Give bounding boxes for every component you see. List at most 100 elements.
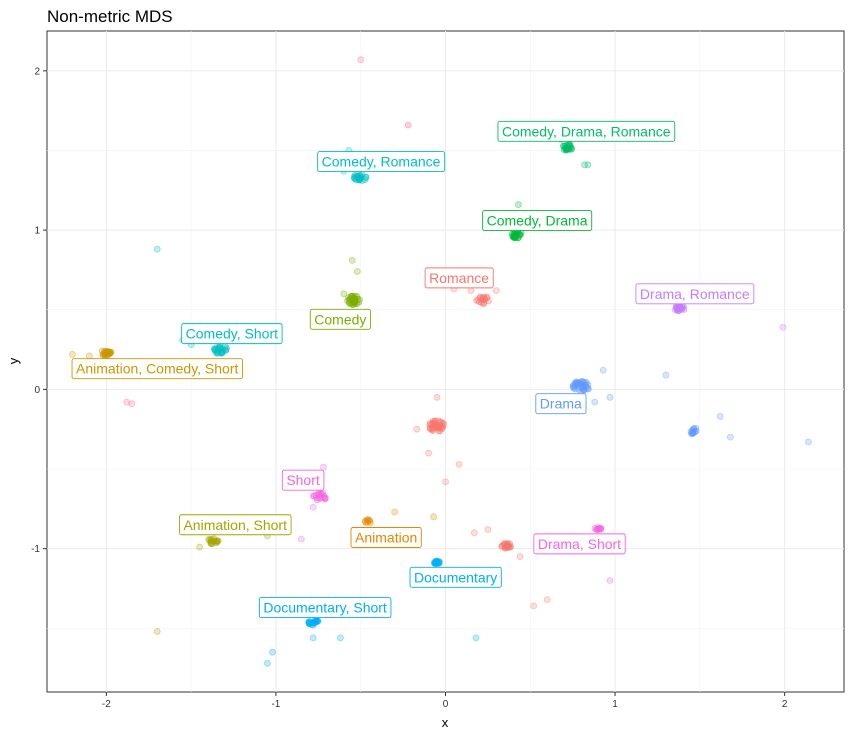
cluster-label: Comedy, Romance <box>317 151 446 173</box>
data-point <box>434 560 442 567</box>
data-point <box>662 371 670 379</box>
data-point <box>516 553 524 561</box>
data-point <box>559 142 567 150</box>
data-point <box>345 299 353 307</box>
data-point <box>297 535 305 543</box>
cluster-label: Animation, Short <box>179 514 292 536</box>
data-point <box>213 537 221 545</box>
cluster-label-box <box>350 527 422 548</box>
data-point <box>431 417 439 425</box>
data-point <box>467 287 475 295</box>
cluster-label-box <box>258 597 392 619</box>
data-point <box>577 381 585 389</box>
data-point <box>688 427 696 434</box>
x-tick-label: 2 <box>782 699 788 710</box>
cluster-label-text: Documentary, Short <box>263 600 387 616</box>
cluster-label-box <box>533 533 626 555</box>
cluster-label: Documentary <box>409 566 502 588</box>
cluster-label-text: Animation <box>355 530 417 546</box>
data-point <box>606 393 614 401</box>
x-tick-label: -2 <box>102 699 111 710</box>
data-point <box>478 299 486 307</box>
data-point <box>153 628 161 635</box>
data-point <box>105 348 112 356</box>
data-point <box>404 121 412 129</box>
cluster-label-text: Romance <box>429 270 489 286</box>
data-point <box>123 398 131 406</box>
cluster-label-text: Short <box>286 472 320 488</box>
data-point <box>85 352 93 360</box>
cluster-label-box <box>309 308 371 330</box>
x-tick-label: 1 <box>612 699 618 710</box>
cluster-label-text: Documentary <box>414 569 497 585</box>
data-point <box>511 233 519 241</box>
data-point <box>593 526 601 534</box>
data-point <box>321 495 329 502</box>
data-point <box>430 513 438 521</box>
data-point <box>433 423 441 431</box>
data-point <box>480 293 488 301</box>
data-point <box>442 478 449 486</box>
cluster-label-box <box>281 469 325 491</box>
cluster-label-box <box>497 120 676 142</box>
data-point <box>269 648 276 656</box>
data-point <box>353 268 361 275</box>
y-tick-label: -1 <box>31 544 40 555</box>
data-point <box>571 385 579 393</box>
data-point <box>543 596 551 604</box>
data-point <box>455 460 463 468</box>
cluster-label-text: Animation, Comedy, Short <box>76 361 238 377</box>
y-axis-ticks: -1 0 1 2 <box>31 66 47 555</box>
x-tick-label: 0 <box>443 699 449 710</box>
cluster-label: Animation, Comedy, Short <box>71 358 243 380</box>
data-point <box>501 543 509 551</box>
data-point <box>779 323 787 331</box>
cluster-label-box <box>179 514 292 536</box>
data-point <box>582 378 590 386</box>
data-point <box>340 290 348 298</box>
data-point <box>413 425 421 433</box>
y-tick-label: 1 <box>34 226 40 237</box>
y-tick-label: 2 <box>34 66 40 77</box>
data-point <box>433 393 441 401</box>
x-tick-label: -1 <box>271 699 280 710</box>
data-point <box>804 438 812 446</box>
data-point <box>128 400 136 408</box>
data-point <box>309 492 317 500</box>
cluster-label-text: Comedy <box>314 311 366 327</box>
cluster-label-text: Drama, Romance <box>640 286 750 302</box>
cluster-label-box <box>409 566 502 588</box>
cluster-label-box <box>317 151 446 173</box>
data-points <box>69 56 812 667</box>
cluster-label-text: Comedy, Romance <box>322 154 441 170</box>
cluster-label: Animation <box>350 527 422 548</box>
data-point <box>309 621 317 629</box>
data-point <box>345 296 353 304</box>
y-tick-label: 0 <box>34 385 40 396</box>
data-point <box>366 517 373 525</box>
cluster-label-box <box>424 267 494 289</box>
cluster-label-box <box>535 393 587 415</box>
cluster-label: Comedy, Drama <box>482 210 593 231</box>
cluster-label-box <box>181 323 283 345</box>
cluster-labels: Comedy, Drama, Romance Comedy, Romance Com… <box>71 120 755 619</box>
data-point <box>264 659 271 667</box>
data-point <box>69 350 76 358</box>
cluster-label-text: Comedy, Drama <box>487 213 588 229</box>
data-point <box>362 519 370 526</box>
data-point <box>351 295 358 303</box>
data-point <box>153 245 161 253</box>
data-point <box>679 304 687 311</box>
cluster-label-box <box>635 283 755 305</box>
data-point <box>565 145 573 153</box>
data-point <box>319 489 326 497</box>
data-point <box>492 287 500 295</box>
cluster-label: Documentary, Short <box>258 597 392 619</box>
cluster-label: Romance <box>424 267 494 289</box>
cluster-label-text: Comedy, Short <box>186 326 278 342</box>
data-point <box>391 508 399 516</box>
data-point <box>726 433 734 441</box>
x-axis-ticks: -2 -1 0 1 2 <box>102 692 788 710</box>
data-point <box>207 537 215 545</box>
data-point <box>309 503 317 511</box>
